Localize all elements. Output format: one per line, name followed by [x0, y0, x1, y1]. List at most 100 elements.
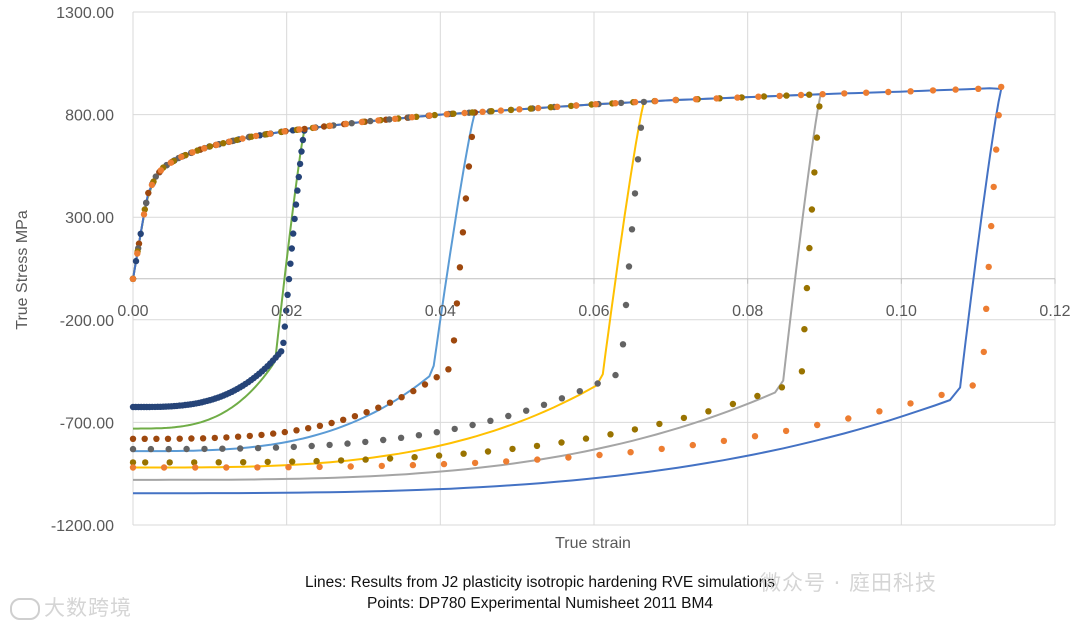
series-point: [199, 435, 207, 442]
series-point: [305, 425, 312, 432]
series-point: [342, 120, 349, 128]
x-tick-label: 0.12: [1039, 303, 1070, 320]
series-point: [806, 244, 813, 252]
series-point: [287, 260, 294, 267]
series-point: [410, 387, 417, 395]
series-point: [367, 117, 374, 125]
series-point: [431, 111, 438, 119]
series-point: [801, 326, 808, 333]
series-point: [907, 400, 914, 407]
series-point: [213, 141, 220, 148]
series-point: [783, 92, 790, 99]
series-point: [459, 229, 467, 236]
chart-area: 1300.00 800.00 300.00 -200.00 -700.00 -1200.0…: [14, 5, 1071, 552]
series-point: [129, 445, 137, 453]
series-point: [211, 434, 218, 442]
series-point: [607, 431, 614, 438]
series-point: [137, 230, 144, 237]
y-tick-label: 300.00: [65, 210, 114, 227]
y-tick-label: 1300.00: [56, 5, 114, 22]
series-point: [362, 438, 369, 446]
series-point: [998, 83, 1005, 91]
series-point: [509, 445, 516, 453]
series-point: [952, 86, 959, 93]
series-point: [129, 459, 137, 466]
series-point: [391, 115, 399, 123]
series-point: [272, 444, 280, 451]
series-point: [135, 240, 143, 247]
series-point: [622, 301, 630, 309]
series-point: [612, 100, 619, 107]
series-point: [658, 445, 665, 453]
series-point: [344, 440, 351, 447]
series-point: [484, 448, 492, 455]
series-point: [408, 114, 416, 121]
series-point: [215, 459, 222, 466]
series-point: [535, 104, 542, 112]
series-point: [178, 153, 185, 160]
x-axis-title: True strain: [555, 535, 631, 552]
series-point: [223, 464, 230, 471]
series-point: [995, 112, 1002, 119]
series-point: [308, 442, 315, 450]
series-point: [451, 425, 458, 433]
series-point: [988, 222, 995, 230]
series-point: [421, 381, 429, 388]
series-point: [148, 181, 156, 189]
series-point: [558, 395, 566, 402]
series-point: [132, 257, 140, 265]
series-point: [456, 264, 464, 271]
series-point: [617, 99, 625, 107]
x-axis: [132, 278, 1056, 284]
series-point: [497, 107, 505, 114]
series-point: [201, 145, 208, 152]
series-point: [487, 417, 494, 424]
series-point: [194, 147, 201, 154]
watermark-left: 大数跨境: [10, 592, 132, 622]
series-point: [348, 120, 355, 127]
series-point: [534, 456, 541, 463]
series-point: [153, 435, 160, 442]
series-point: [751, 433, 759, 440]
series-point: [612, 371, 619, 379]
series-point: [289, 458, 296, 465]
series-point: [160, 464, 168, 471]
series-point: [845, 415, 852, 422]
series-point: [296, 160, 304, 168]
series-point: [627, 449, 634, 456]
series-point: [806, 91, 813, 98]
x-tick-label: 0.08: [732, 303, 763, 320]
series-point: [527, 105, 534, 112]
series-point: [461, 109, 468, 117]
series-point: [201, 445, 208, 453]
series-point: [797, 91, 805, 99]
series-point: [298, 148, 305, 155]
series-point: [281, 323, 288, 330]
series-point: [582, 435, 590, 442]
series-point: [152, 173, 159, 180]
series-point: [567, 102, 575, 110]
x-tick-label: 0.00: [117, 303, 148, 320]
series-point: [462, 195, 470, 202]
series-point: [191, 459, 198, 466]
series-point: [813, 134, 821, 141]
series-point: [576, 388, 583, 395]
series-point: [471, 459, 479, 467]
series-point: [983, 305, 990, 312]
series-point: [619, 341, 627, 348]
series-point: [415, 432, 423, 439]
series-point: [380, 436, 387, 444]
series-point: [409, 461, 417, 469]
series-point: [270, 430, 277, 437]
series-point: [776, 92, 783, 100]
series-point: [573, 102, 580, 109]
series-point: [705, 408, 712, 415]
series-point: [876, 408, 883, 415]
series-point: [347, 463, 354, 470]
series-point: [143, 199, 150, 207]
series-point: [375, 117, 382, 124]
series-point: [798, 368, 806, 375]
series-point: [465, 163, 473, 170]
series-point: [841, 90, 848, 97]
series-point: [129, 464, 137, 471]
